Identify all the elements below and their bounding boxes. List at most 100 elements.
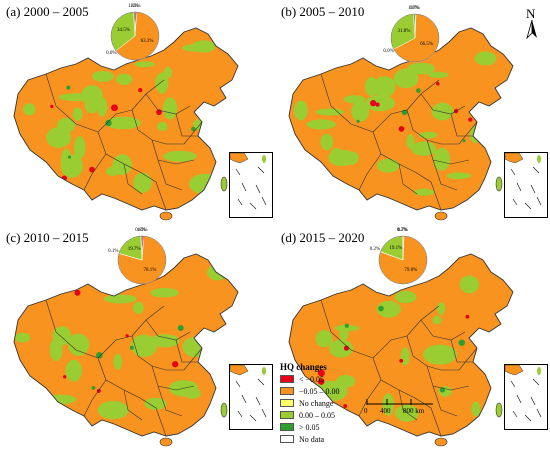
province-boundary bbox=[372, 131, 416, 173]
legend-title: HQ changes bbox=[280, 362, 327, 372]
national-boundary bbox=[288, 27, 514, 211]
hainan-island bbox=[434, 437, 448, 447]
hq-increase-patch bbox=[334, 325, 360, 332]
legend-item: No data bbox=[280, 434, 380, 444]
hq-increase-patch bbox=[45, 394, 77, 405]
pie-slice-label: 1.3% bbox=[137, 228, 148, 234]
nine-dash-line-segment bbox=[249, 414, 257, 422]
province-boundary bbox=[97, 357, 141, 399]
hq-strong-decrease-patch bbox=[172, 361, 179, 368]
china-map-b bbox=[288, 27, 514, 221]
hq-strong-decrease-patch bbox=[138, 88, 143, 93]
legend-label: 0.00 – 0.05 bbox=[299, 410, 335, 420]
pie-outline bbox=[378, 235, 428, 285]
hq-strong-increase-patch bbox=[91, 385, 96, 390]
hq-increase-patch bbox=[81, 85, 103, 106]
hq-strong-decrease-patch bbox=[465, 314, 470, 319]
legend-swatch bbox=[280, 435, 294, 443]
hq-increase-patch bbox=[14, 332, 31, 343]
inset-island bbox=[537, 367, 541, 375]
map-panel-d: (d) 2015 – 2020 0.7% 79.8% 0.2% 19.1% 0.2% bbox=[275, 226, 550, 452]
hq-increase-patch bbox=[433, 147, 451, 171]
hq-strong-decrease-patch bbox=[107, 289, 111, 293]
hq-increase-patch bbox=[105, 116, 141, 130]
pie-slice-label: 0.0% bbox=[383, 48, 394, 54]
inset-landmass bbox=[229, 152, 249, 164]
hq-strong-decrease-patch bbox=[399, 358, 404, 363]
taiwan-island bbox=[220, 402, 228, 418]
hainan-island bbox=[159, 211, 173, 221]
pie-chart-b: 0.7% 66.5% 0.0% 31.8% 1.0% bbox=[383, 6, 445, 68]
province-boundary bbox=[406, 109, 442, 145]
hq-increase-patch bbox=[67, 333, 90, 356]
north-arrow: N bbox=[522, 6, 542, 40]
hq-strong-decrease-patch bbox=[318, 378, 325, 385]
hq-increase-patch bbox=[60, 148, 73, 173]
legend-label: < −0.05 bbox=[299, 374, 325, 384]
nine-dash-line-segment bbox=[261, 196, 267, 206]
hq-strong-decrease-patch bbox=[343, 404, 348, 408]
pie-svg bbox=[110, 11, 160, 61]
pie-slice-label: 0.2% bbox=[369, 247, 381, 252]
hq-strong-increase-patch bbox=[66, 85, 71, 90]
legend: HQ changes < −0.05 −0.05 – 0.00 No change 0… bbox=[280, 362, 380, 446]
hq-increase-patch bbox=[182, 44, 211, 52]
national-boundary bbox=[288, 253, 514, 437]
map-panel-b: (b) 2005 – 2010 0.7% 66.5% 0.0% 31.8% 1.0% bbox=[275, 0, 550, 226]
hq-increase-patch bbox=[364, 94, 395, 112]
hq-increase-patch bbox=[49, 337, 63, 362]
hq-increase-patch bbox=[406, 134, 415, 149]
nine-dash-line-segment bbox=[530, 184, 536, 194]
inset-landmass bbox=[504, 364, 524, 376]
hq-increase-patch bbox=[427, 71, 449, 79]
hq-strong-decrease-patch bbox=[318, 369, 325, 377]
hq-increase-patch bbox=[436, 302, 446, 315]
province-boundary bbox=[420, 93, 466, 115]
province-boundary bbox=[145, 93, 191, 115]
hq-increase-patch bbox=[446, 172, 472, 180]
hq-strong-increase-patch bbox=[67, 155, 72, 159]
national-boundary bbox=[13, 253, 239, 437]
nine-dash-line-segment bbox=[524, 414, 532, 422]
hq-increase-patch bbox=[115, 73, 133, 86]
pie-slice-label: 31.8% bbox=[397, 28, 411, 34]
province-boundary bbox=[166, 347, 203, 371]
hq-increase-patch bbox=[393, 68, 419, 89]
nine-dash-line-segment bbox=[235, 380, 241, 388]
pie-outline bbox=[110, 11, 160, 61]
nine-dash-line-segment bbox=[241, 182, 247, 192]
nine-dash-line-segment bbox=[532, 166, 540, 174]
hq-strong-increase-patch bbox=[96, 352, 103, 359]
hq-strong-decrease-patch bbox=[111, 104, 118, 112]
hq-increase-patch bbox=[376, 158, 400, 173]
province-boundary bbox=[420, 319, 466, 341]
pie-slice-label: 0.2% bbox=[396, 228, 408, 234]
map-panel-a: (a) 2000 – 2005 1.2% 63.3% 0.0% 34.5% 1.0% bbox=[0, 0, 275, 226]
legend-item: > 0.05 bbox=[280, 422, 380, 432]
province-boundary bbox=[372, 357, 416, 399]
hq-strong-decrease-patch bbox=[63, 375, 67, 379]
hainan-island bbox=[434, 211, 448, 221]
province-boundary bbox=[45, 299, 99, 359]
hq-increase-patch bbox=[382, 393, 395, 416]
hq-increase-patch bbox=[157, 121, 168, 132]
scale-bar: 0 400 800 km bbox=[363, 395, 438, 423]
hq-increase-patch bbox=[431, 102, 454, 121]
hq-strong-decrease-patch bbox=[436, 82, 440, 86]
pie-chart-c: 1.3% 78.1% 0.1% 19.7% 0.8% bbox=[108, 228, 172, 290]
hq-increase-patch bbox=[419, 131, 438, 139]
province-boundary bbox=[432, 385, 458, 417]
legend-swatch bbox=[280, 399, 294, 407]
province-boundary bbox=[320, 299, 374, 359]
legend-item: −0.05 – 0.00 bbox=[280, 386, 380, 396]
legend-label: −0.05 – 0.00 bbox=[299, 386, 340, 396]
south-china-sea-inset-d bbox=[504, 364, 548, 430]
inset-svg bbox=[229, 152, 267, 210]
hq-increase-patch bbox=[22, 103, 36, 116]
nine-dash-line-segment bbox=[261, 408, 267, 418]
province-boundary bbox=[131, 109, 167, 145]
province-boundary bbox=[139, 397, 167, 437]
taiwan-island bbox=[495, 402, 503, 418]
hq-increase-patch bbox=[155, 72, 169, 94]
panel-title-b: (b) 2005 – 2010 bbox=[281, 4, 365, 19]
